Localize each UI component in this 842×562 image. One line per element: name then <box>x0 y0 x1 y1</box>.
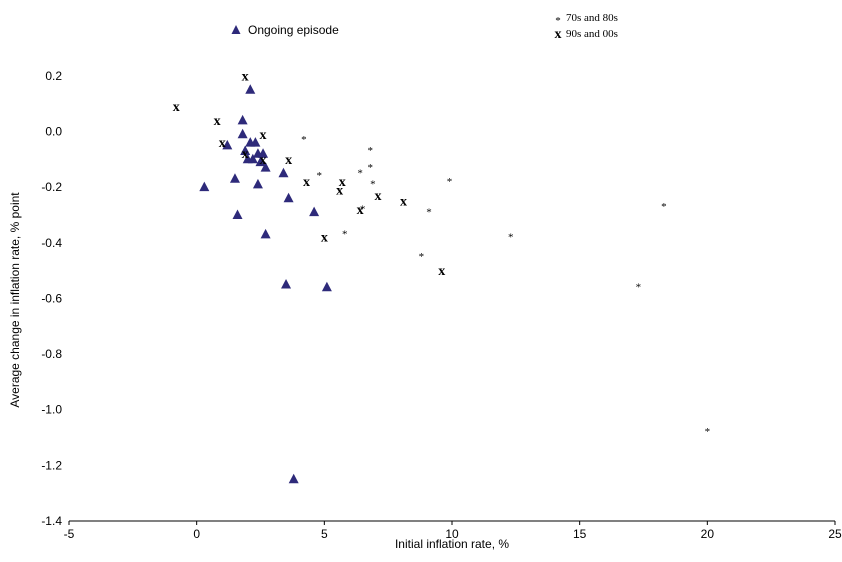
ongoing-episode-point <box>309 206 320 217</box>
seventies-eighties-point: * <box>705 426 711 438</box>
nineties-noughties-point: x <box>339 175 346 190</box>
seventies-eighties-point: * <box>661 201 667 213</box>
nineties-noughties-point: x <box>173 100 180 115</box>
seventies-eighties-point: * <box>508 231 514 243</box>
y-axis-title: Average change in inflation rate, % poin… <box>8 192 22 408</box>
nineties-noughties-point: x <box>321 231 328 246</box>
ongoing-episode-point <box>245 84 256 94</box>
nineties-noughties-point: x <box>303 175 310 190</box>
nineties-noughties-point: x <box>438 264 445 279</box>
nineties-noughties-point: x <box>214 114 221 129</box>
seventies-eighties-point: * <box>357 167 363 179</box>
ongoing-episode-point <box>283 192 294 203</box>
ongoing-episode-point <box>240 145 251 155</box>
ongoing-episode-point <box>232 209 243 219</box>
nineties-noughties-point: x <box>357 203 364 218</box>
y-tick-label: -0.8 <box>41 347 62 361</box>
ongoing-episode-point <box>237 128 248 139</box>
legend-x-icon: x <box>555 27 562 42</box>
ongoing-episode-point <box>252 178 263 189</box>
ongoing-episode-point <box>255 156 266 167</box>
x-tick-label: 0 <box>193 527 200 541</box>
ongoing-episode-point <box>199 181 210 192</box>
x-tick-label: 15 <box>573 527 587 541</box>
y-tick-label: -0.4 <box>41 236 62 250</box>
seventies-eighties-point: * <box>301 134 307 146</box>
seventies-eighties-point: * <box>368 162 374 174</box>
legend-triangle-icon <box>231 25 241 34</box>
y-tick-label: 0.2 <box>45 69 62 83</box>
ongoing-episode-point <box>281 279 292 289</box>
ongoing-episode-point <box>250 137 261 147</box>
seventies-eighties-point: * <box>316 170 322 182</box>
ongoing-episode-point <box>321 281 332 292</box>
seventies-eighties-point: * <box>360 204 366 216</box>
x-tick-label: 5 <box>321 527 328 541</box>
nineties-noughties-point: x <box>242 147 249 162</box>
ongoing-episode-point <box>229 173 240 183</box>
nineties-noughties-point: x <box>374 189 381 204</box>
ongoing-episode-point <box>258 148 269 158</box>
seventies-eighties-point: * <box>419 251 425 263</box>
legend-label-90s-00s: 90s and 00s <box>566 28 618 40</box>
seventies-eighties-point: * <box>447 176 453 188</box>
ongoing-episode-point <box>222 139 233 150</box>
x-axis-title: Initial inflation rate, % <box>395 537 509 551</box>
y-tick-label: -1.2 <box>41 458 62 472</box>
nineties-noughties-point: x <box>336 183 343 198</box>
ongoing-episode-point <box>260 162 271 172</box>
y-tick-label: -0.6 <box>41 291 62 305</box>
seventies-eighties-point: * <box>636 282 642 294</box>
ongoing-episode-point <box>288 473 299 484</box>
nineties-noughties-point: x <box>242 69 249 84</box>
legend-star-icon: * <box>555 15 561 27</box>
ongoing-episode-point <box>278 167 289 178</box>
nineties-noughties-point: x <box>400 195 407 210</box>
seventies-eighties-point: * <box>370 179 376 191</box>
nineties-noughties-point: x <box>260 153 267 168</box>
ongoing-episode-point <box>237 114 248 125</box>
x-tick-labels: -5 0 5 10 15 20 25 <box>64 527 842 541</box>
y-tick-labels: 0.2 0.0 -0.2 -0.4 -0.6 -0.8 -1.0 -1.2 -1.4 <box>41 69 62 528</box>
x-tick-label: 20 <box>701 527 715 541</box>
seventies-eighties-point: * <box>426 206 432 218</box>
ongoing-episode-point <box>260 228 271 239</box>
nineties-noughties-point: x <box>260 128 267 143</box>
y-tick-label: -1.0 <box>41 403 62 417</box>
nineties-noughties-point: x <box>219 136 226 151</box>
axes <box>68 520 836 525</box>
y-tick-label: -0.2 <box>41 180 62 194</box>
y-tick-label: 0.0 <box>45 124 62 138</box>
legend-label-ongoing: Ongoing episode <box>248 23 339 37</box>
legend-label-70s-80s: 70s and 80s <box>566 12 618 24</box>
seventies-eighties-point: * <box>342 229 348 241</box>
nineties-noughties-point: x <box>285 153 292 168</box>
x-tick-label: 25 <box>828 527 842 541</box>
x-tick-label: 10 <box>445 527 459 541</box>
y-tick-label: -1.4 <box>41 514 62 528</box>
ongoing-episode-point <box>247 153 258 164</box>
seventies-eighties-point: * <box>368 145 374 157</box>
x-tick-label: -5 <box>64 527 75 541</box>
legend: Ongoing episode * 70s and 80s x 90s and 00s <box>231 12 618 42</box>
